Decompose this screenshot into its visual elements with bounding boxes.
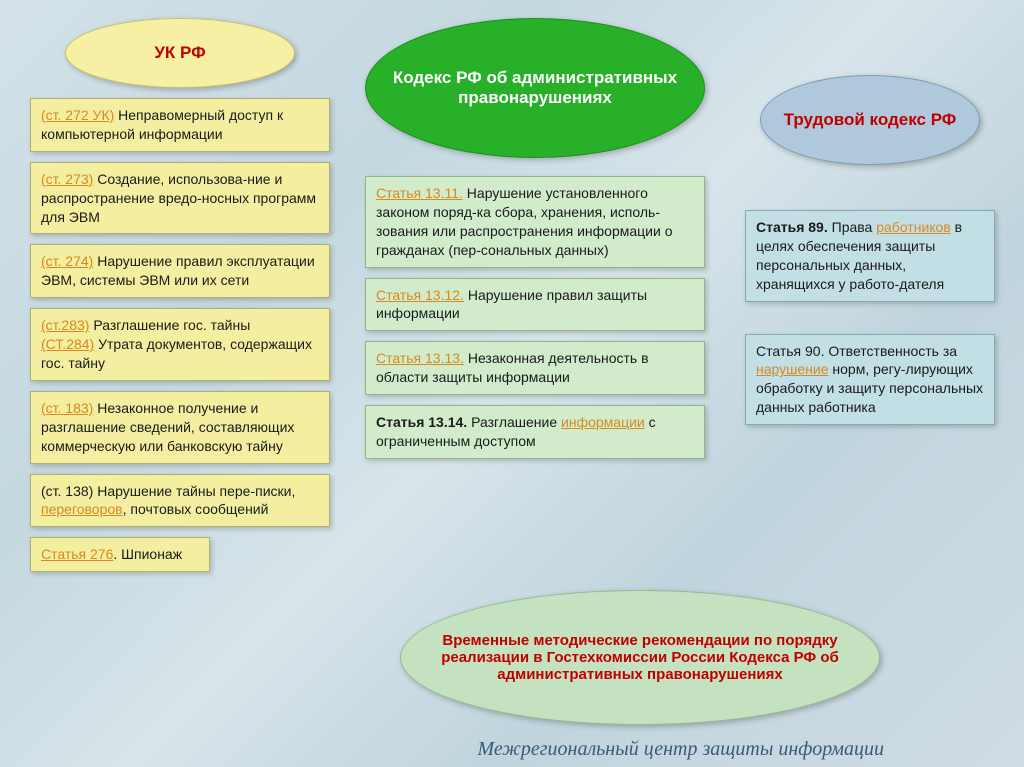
- article-box: Статья 90. Ответственность за нарушение …: [745, 334, 995, 426]
- article-link[interactable]: информации: [561, 414, 645, 430]
- article-link[interactable]: Статья 13.13.: [376, 350, 464, 366]
- article-box: (ст. 183) Незаконное получение и разглаш…: [30, 391, 330, 464]
- article-text: . Шпионаж: [113, 546, 182, 562]
- article-link[interactable]: (СТ.284): [41, 336, 94, 352]
- article-link[interactable]: (ст. 274): [41, 253, 93, 269]
- column-labor-code: Трудовой кодекс РФ Статья 89. Права рабо…: [745, 75, 995, 435]
- column-admin-code: Кодекс РФ об административных правонаруш…: [365, 18, 705, 469]
- header-admin-code: Кодекс РФ об административных правонаруш…: [365, 18, 705, 158]
- article-link[interactable]: переговоров: [41, 501, 123, 517]
- article-bold: Статья 89.: [756, 219, 828, 235]
- bottom-text: Временные методические рекомендации по п…: [441, 632, 839, 683]
- header-admin-code-title: Кодекс РФ об административных правонаруш…: [366, 68, 704, 108]
- article-box: (ст. 274) Нарушение правил эксплуатации …: [30, 244, 330, 298]
- article-box: Статья 13.12. Нарушение правил защиты ин…: [365, 278, 705, 332]
- article-link[interactable]: нарушение: [756, 361, 829, 377]
- header-labor-code: Трудовой кодекс РФ: [760, 75, 980, 165]
- article-box: (ст. 272 УК) Неправомерный доступ к комп…: [30, 98, 330, 152]
- column-uk-rf: УК РФ (ст. 272 УК) Неправомерный доступ …: [30, 18, 330, 582]
- article-link[interactable]: (ст. 183): [41, 400, 93, 416]
- article-link[interactable]: Статья 276: [41, 546, 113, 562]
- article-text: Разглашение: [467, 414, 561, 430]
- article-bold: Статья 13.14.: [376, 414, 467, 430]
- article-text: , почтовых сообщений: [123, 501, 269, 517]
- article-box: (ст.283) Разглашение гос. тайны (СТ.284)…: [30, 308, 330, 381]
- bottom-recommendations: Временные методические рекомендации по п…: [400, 590, 880, 725]
- article-link[interactable]: Статья 13.11.: [376, 185, 463, 201]
- article-link[interactable]: работников: [876, 219, 951, 235]
- article-box: (ст. 138) Нарушение тайны пере-писки, пе…: [30, 474, 330, 528]
- article-link[interactable]: (ст. 272 УК): [41, 107, 114, 123]
- article-box: (ст. 273) Создание, использова-ние и рас…: [30, 162, 330, 235]
- header-uk-rf: УК РФ: [65, 18, 295, 88]
- header-labor-code-title: Трудовой кодекс РФ: [784, 110, 957, 130]
- article-box: Статья 13.11. Нарушение установленного з…: [365, 176, 705, 268]
- article-box: Статья 13.13. Незаконная деятельность в …: [365, 341, 705, 395]
- article-box: Статья 89. Права работников в целях обес…: [745, 210, 995, 302]
- article-text: Разглашение гос. тайны: [89, 317, 250, 333]
- article-plain: Статья 90. Ответственность за: [756, 343, 957, 359]
- article-link[interactable]: (ст. 273): [41, 171, 93, 187]
- article-link[interactable]: Статья 13.12.: [376, 287, 464, 303]
- article-text: Права: [828, 219, 876, 235]
- article-box: Статья 276. Шпионаж: [30, 537, 210, 572]
- footer-org: Межрегиональный центр защиты информации: [477, 738, 884, 761]
- article-link[interactable]: (ст.283): [41, 317, 89, 333]
- article-plain: (ст. 138) Нарушение тайны пере-писки,: [41, 483, 295, 499]
- header-uk-rf-title: УК РФ: [154, 43, 205, 63]
- article-box: Статья 13.14. Разглашение информации с о…: [365, 405, 705, 459]
